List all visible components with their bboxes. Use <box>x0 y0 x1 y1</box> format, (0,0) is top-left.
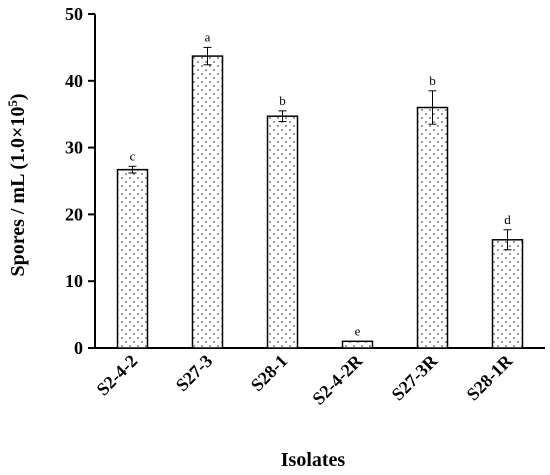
significance-label: a <box>205 29 211 44</box>
significance-label: e <box>355 323 361 338</box>
y-axis-title-tail: ) <box>7 93 29 100</box>
bar <box>341 340 374 349</box>
significance-label: b <box>429 73 436 88</box>
x-axis-title: Isolates <box>281 449 346 471</box>
significance-label: d <box>504 212 511 227</box>
y-tick-label: 40 <box>65 71 83 91</box>
bar <box>116 168 149 349</box>
x-tick-label: S28-1R <box>463 350 517 404</box>
x-tick-label: S2-4-2R <box>308 350 367 409</box>
y-tick-label: 30 <box>65 138 83 158</box>
y-tick-label: 50 <box>65 4 83 24</box>
y-tick-label: 10 <box>65 271 83 291</box>
y-tick-label: 20 <box>65 204 83 224</box>
x-tick-label: S28-1 <box>247 351 292 396</box>
bar <box>416 106 449 349</box>
bar <box>491 239 524 349</box>
y-tick-label: 0 <box>74 338 83 358</box>
x-tick-label: S27-3R <box>388 350 442 404</box>
y-axis-title: Spores / mL (1.0×105) <box>5 93 29 276</box>
y-axis-title-main: Spores / mL (1.0×10 <box>7 107 29 277</box>
significance-label: c <box>130 148 136 163</box>
x-tick-label: S27-3 <box>172 351 217 396</box>
bar <box>266 115 299 349</box>
plot-area: 0 10 20 30 40 50 c S2-4-2 a S27-3 b S28-1 e S2-4-2R b S… <box>65 4 545 409</box>
significance-label: b <box>279 93 286 108</box>
x-tick-label: S2-4-2 <box>93 351 142 400</box>
y-axis-title-superscript: 5 <box>5 100 20 107</box>
bar <box>191 55 224 349</box>
